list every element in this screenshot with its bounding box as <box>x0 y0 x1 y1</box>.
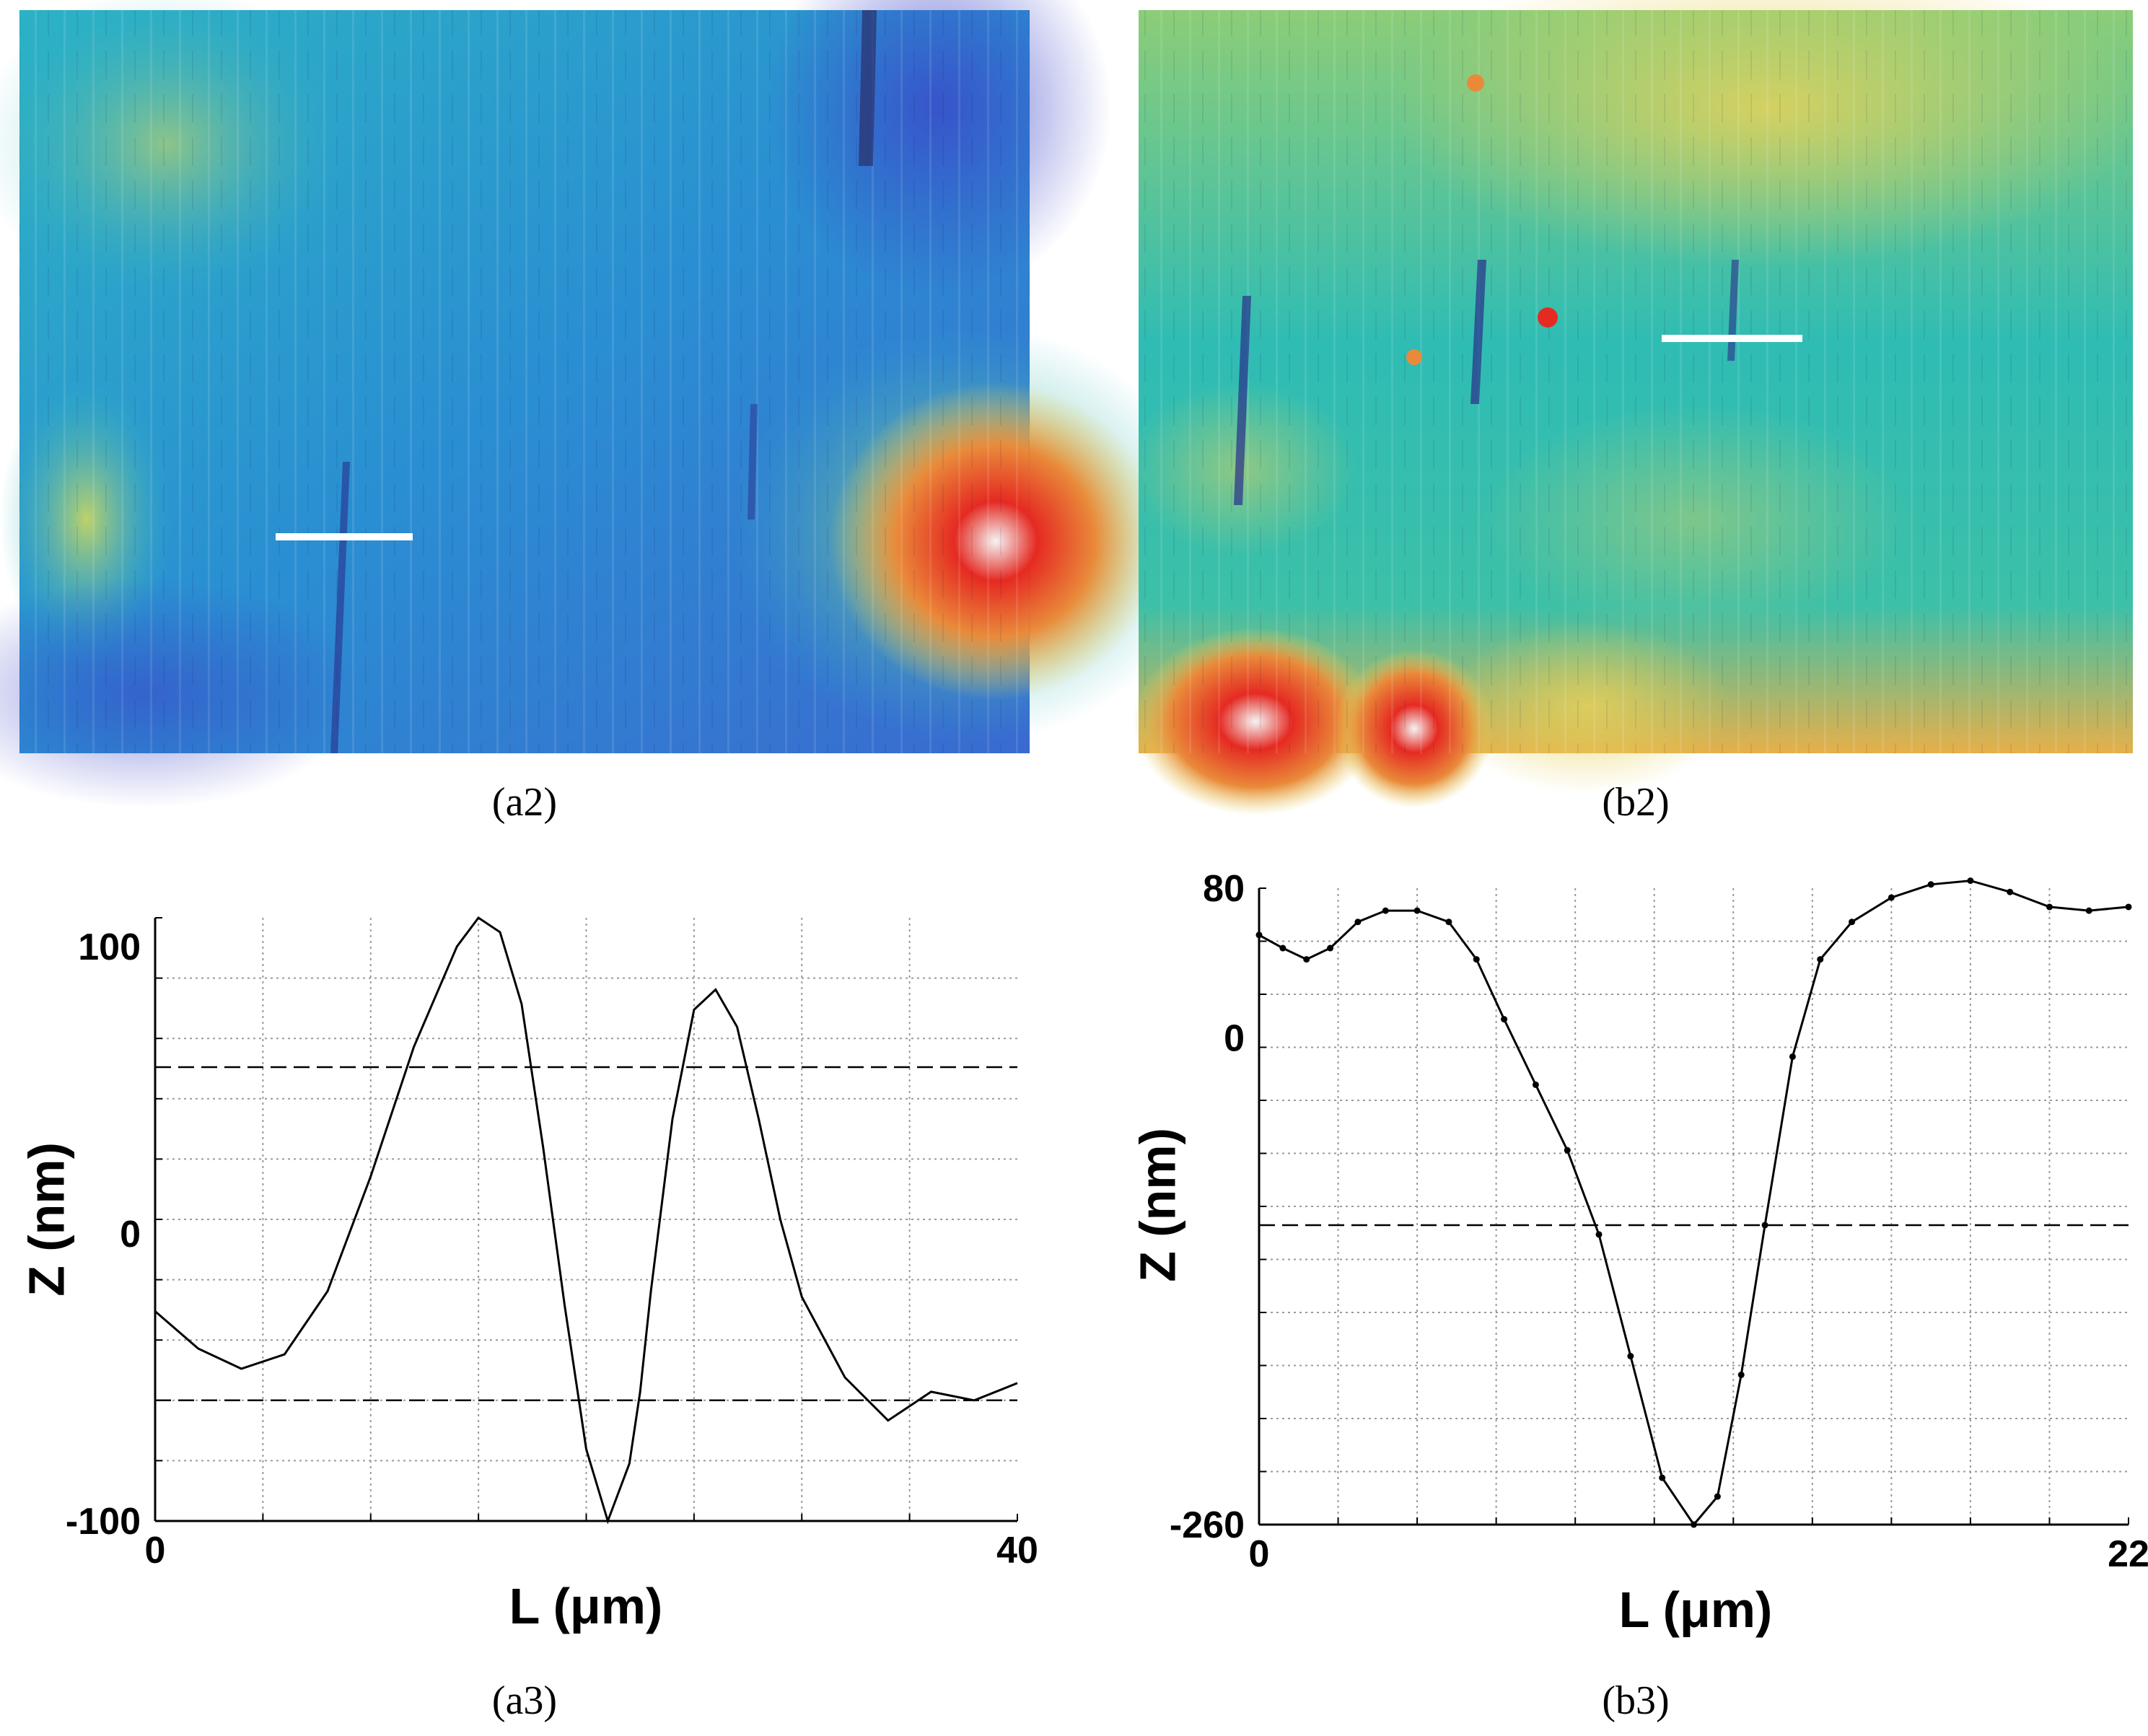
data-point <box>1354 919 1362 926</box>
data-point <box>2125 903 2132 911</box>
caption-a2: (a2) <box>492 780 557 825</box>
y-tick-label: 0 <box>120 1214 141 1255</box>
data-point <box>2046 903 2053 911</box>
x-tick-label: 40 <box>996 1530 1038 1571</box>
data-point <box>1255 931 1263 939</box>
data-point <box>1279 944 1286 952</box>
series-line-a3 <box>154 916 1018 1525</box>
afm-image-a2 <box>0 0 1205 808</box>
y-tick-label: -100 <box>66 1501 141 1543</box>
data-point <box>1737 1371 1745 1378</box>
y-axis-label-a3: Z (nm) <box>18 1142 74 1297</box>
data-point <box>1691 1521 1697 1528</box>
afm-image-b2 <box>1126 0 2143 815</box>
data-point <box>1413 907 1421 914</box>
data-point <box>1595 1231 1603 1238</box>
data-point <box>1849 919 1856 926</box>
profile-chart-b3: 0 22 800-260 L (μm) Z (nm) (b3) <box>1129 868 2148 1723</box>
y-axis-label-b3: Z (nm) <box>1129 1128 1185 1282</box>
caption-b2: (b2) <box>1602 780 1669 825</box>
data-point <box>1967 877 1974 885</box>
data-point <box>1382 907 1389 914</box>
data-point <box>1714 1493 1721 1500</box>
series-markers-b3 <box>1255 877 2132 1528</box>
data-point <box>1445 919 1452 926</box>
data-point <box>1303 956 1310 963</box>
data-point <box>1327 944 1334 952</box>
data-point <box>1473 956 1480 963</box>
data-point <box>1927 881 1934 888</box>
data-point <box>1761 1222 1768 1229</box>
y-tick-label: 100 <box>78 926 141 968</box>
data-point <box>1501 1016 1508 1023</box>
data-point <box>2085 907 2092 914</box>
x-tick-labels-a3: 0 40 <box>145 1530 1038 1571</box>
data-point <box>2007 888 2014 895</box>
y-tick-labels-a3: 100 0 -100 <box>66 926 141 1543</box>
x-tick-label: 0 <box>1249 1533 1270 1575</box>
x-tick-label: 0 <box>145 1530 166 1571</box>
series-line-b3 <box>1258 880 2129 1527</box>
y-tick-labels-b3: 80 0 -260 <box>1170 868 1245 1546</box>
x-axis-label-b3: L (μm) <box>1619 1582 1773 1638</box>
data-point <box>1789 1053 1796 1060</box>
data-point <box>1627 1353 1634 1360</box>
caption-b3: (b3) <box>1602 1678 1669 1723</box>
data-point <box>1532 1081 1539 1088</box>
data-point <box>1817 956 1824 963</box>
data-point <box>1564 1147 1571 1154</box>
x-axis-label-a3: L (μm) <box>509 1578 663 1634</box>
data-point <box>1659 1474 1666 1481</box>
y-tick-label: 80 <box>1203 868 1245 910</box>
reference-lines-a3 <box>155 1066 1017 1402</box>
caption-a3: (a3) <box>492 1678 557 1723</box>
grid-a3 <box>155 918 1017 1521</box>
x-tick-label: 22 <box>2108 1533 2148 1575</box>
y-tick-label: -260 <box>1170 1504 1245 1546</box>
y-tick-label: 0 <box>1224 1018 1245 1060</box>
data-point <box>1888 894 1895 901</box>
axes-a3 <box>154 917 1018 1522</box>
grid-b3 <box>1259 888 2129 1525</box>
x-tick-labels-b3: 0 22 <box>1249 1533 2148 1575</box>
